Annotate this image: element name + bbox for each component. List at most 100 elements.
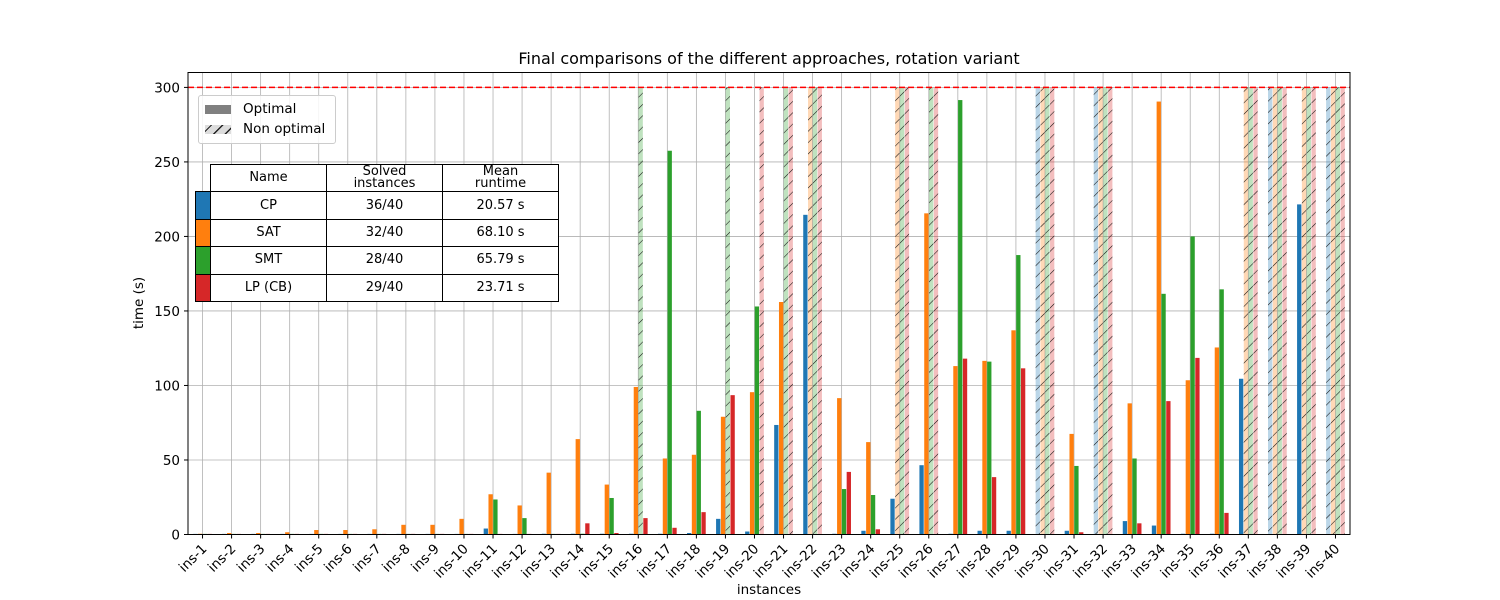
- bar-sat-ins-36: [1214, 347, 1220, 535]
- bar-sat-ins-12: [517, 505, 522, 535]
- bar-nonoptimal-sat-ins-30: [1040, 87, 1045, 535]
- bar-smt-ins-23: [841, 489, 847, 535]
- grid: [188, 72, 1350, 535]
- bar-hatch: [1326, 87, 1331, 535]
- bar-lp-cb--ins-29: [1020, 368, 1026, 535]
- bar-hatch: [1272, 87, 1278, 535]
- bar-nonoptimal-cp-ins-32: [1093, 87, 1099, 535]
- bar-hatch: [1050, 87, 1055, 535]
- bar-cp-ins-26: [919, 465, 924, 535]
- y-tick-label: 250: [154, 155, 180, 171]
- bar-smt-ins-33: [1132, 458, 1137, 535]
- bar-nonoptimal-lp-cb--ins-30: [1050, 87, 1055, 535]
- bar-nonoptimal-lp-cb--ins-32: [1108, 87, 1113, 535]
- bar-smt-ins-35: [1190, 236, 1195, 535]
- bar-hatch: [904, 87, 910, 535]
- x-tick-label: ins-6: [321, 541, 356, 576]
- bar-nonoptimal-lp-cb--ins-22: [817, 87, 822, 535]
- header-solved: Solved instances: [326, 163, 443, 193]
- bar-sat-ins-24: [866, 442, 871, 535]
- bar-sat-ins-18: [691, 454, 697, 535]
- bar-hatch: [1340, 87, 1345, 535]
- bar-nonoptimal-cp-ins-40: [1326, 87, 1331, 535]
- bar-nonoptimal-lp-cb--ins-21: [788, 87, 793, 535]
- bar-hatch: [1301, 87, 1307, 535]
- bar-lp-cb--ins-27: [962, 358, 968, 535]
- bar-smt-ins-20: [754, 306, 760, 535]
- y-tick-label: 200: [154, 229, 180, 245]
- bar-sat-ins-13: [546, 472, 551, 535]
- bar-smt-ins-36: [1219, 289, 1224, 535]
- bars: [193, 87, 1345, 535]
- row-mean: 68.10 s: [442, 218, 559, 248]
- legend-item-optimal: Optimal: [205, 101, 296, 117]
- y-tick-label: 100: [154, 378, 180, 394]
- bar-nonoptimal-sat-ins-40: [1330, 87, 1336, 535]
- bar-sat-ins-28: [982, 360, 987, 535]
- chart-title: Final comparisons of the different appro…: [518, 49, 1019, 68]
- empty-cell: [196, 165, 211, 192]
- row-mean: 20.57 s: [442, 191, 559, 220]
- x-tick-label: ins-7: [350, 541, 385, 576]
- legend-label: Non optimal: [243, 121, 326, 137]
- x-tick-label: ins-5: [292, 541, 327, 576]
- bar-smt-ins-24: [870, 495, 876, 535]
- bar-sat-ins-14: [575, 439, 580, 535]
- bar-nonoptimal-smt-ins-16: [638, 87, 643, 535]
- bar-smt-ins-15: [609, 497, 614, 535]
- plot-frame: [187, 72, 1351, 535]
- bar-sat-ins-23: [837, 398, 842, 535]
- bar-cp-ins-18: [687, 533, 692, 535]
- y-tick-label: 0: [171, 528, 180, 544]
- bar-sat-ins-27: [953, 366, 958, 535]
- bar-sat-ins-34: [1156, 101, 1161, 535]
- bar-hatch: [1282, 87, 1287, 535]
- bar-hatch: [1253, 87, 1258, 535]
- bar-cp-ins-24: [861, 530, 866, 535]
- y-tick-label: 300: [154, 80, 180, 96]
- bar-smt-ins-29: [1016, 255, 1021, 535]
- table-row: LP (CB) 29/40 23.71 s: [195, 273, 559, 302]
- bar-lp-cb--ins-23: [846, 471, 851, 535]
- bar-lp-cb--ins-18: [701, 512, 706, 535]
- bar-sat-ins-9: [430, 524, 435, 535]
- bar-smt-ins-12: [522, 518, 527, 535]
- bar-nonoptimal-smt-ins-32: [1103, 87, 1108, 535]
- bar-sat-ins-29: [1011, 330, 1016, 535]
- optimal-swatch-icon: [205, 104, 231, 114]
- bar-nonoptimal-lp-cb--ins-38: [1282, 87, 1287, 535]
- bar-lp-cb--ins-16: [643, 518, 648, 535]
- x-tick-label: ins-8: [379, 541, 414, 576]
- bar-lp-cb--ins-15: [614, 533, 619, 535]
- bar-cp-ins-19: [716, 518, 721, 535]
- header-name: Name: [210, 163, 327, 193]
- bar-sat-ins-15: [604, 484, 609, 535]
- bar-hatch: [1330, 87, 1336, 535]
- non-optimal-swatch-icon: [205, 124, 231, 134]
- bar-lp-cb--ins-28: [991, 477, 997, 535]
- bar-sat-ins-19: [720, 416, 726, 535]
- bar-smt-ins-17: [667, 150, 672, 535]
- bar-nonoptimal-smt-ins-25: [899, 87, 905, 535]
- bar-nonoptimal-sat-ins-37: [1243, 87, 1249, 535]
- header-mean: Mean runtime: [442, 163, 559, 193]
- bar-nonoptimal-smt-ins-19: [725, 87, 730, 535]
- bar-nonoptimal-sat-ins-25: [895, 87, 900, 535]
- table-row: SMT 28/40 65.79 s: [195, 246, 559, 275]
- bar-nonoptimal-sat-ins-22: [808, 87, 813, 535]
- bar-smt-ins-18: [696, 410, 701, 535]
- bar-hatch: [1311, 87, 1316, 535]
- bar-sat-ins-26: [924, 213, 929, 535]
- bar-hatch: [895, 87, 900, 535]
- bar-nonoptimal-smt-ins-40: [1335, 87, 1341, 535]
- row-solved: 28/40: [326, 246, 443, 275]
- bar-hatch: [1108, 87, 1113, 535]
- bar-lp-cb--ins-14: [585, 523, 590, 535]
- bar-hatch: [638, 87, 643, 535]
- row-name: LP (CB): [210, 273, 327, 302]
- bar-nonoptimal-smt-ins-39: [1306, 87, 1311, 535]
- bar-sat-ins-5: [314, 530, 319, 535]
- bar-hatch: [808, 87, 813, 535]
- bar-cp-ins-34: [1151, 525, 1157, 535]
- row-solved: 32/40: [326, 218, 443, 248]
